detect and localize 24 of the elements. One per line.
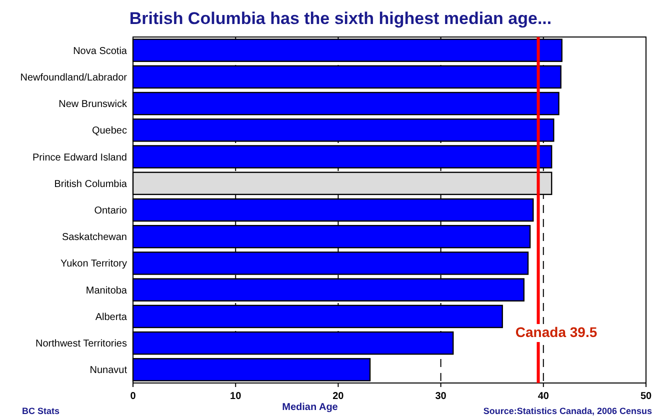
y-tick-label: Nova Scotia: [73, 46, 128, 57]
y-tick-label: Saskatchewan: [62, 232, 127, 244]
text: BC Stats: [22, 406, 60, 416]
y-tick-label: Nunavut: [90, 365, 128, 376]
y-tick-label: Yukon Territory: [60, 258, 127, 270]
y-tick-label: Newfoundland/Labrador: [20, 72, 128, 84]
y-tick-label: Northwest Territories: [35, 338, 127, 350]
x-axis-title: Median Age: [282, 402, 338, 413]
chart-title: British Columbia has the sixth highest median age...: [129, 9, 552, 28]
x-tick-label: 10: [230, 391, 242, 402]
y-tick-label: Ontario: [94, 206, 128, 216]
x-tick-label: 50: [640, 391, 652, 402]
y-tick-label: Prince Edward Island: [32, 152, 127, 164]
x-tick-label: 0: [130, 391, 136, 402]
x-tick-label: 20: [332, 391, 344, 402]
y-tick-label: Manitoba: [86, 285, 128, 296]
y-tick-label: Quebec: [92, 126, 127, 137]
y-tick-label: New Brunswick: [58, 99, 128, 110]
ref-line-label: Canada 39.5: [515, 324, 598, 340]
x-tick-label: 40: [538, 391, 550, 402]
source-note: Source:Statistics Canada, 2006 Census: [483, 406, 652, 416]
y-tick-label: Alberta: [95, 312, 128, 323]
y-tick-label: British Columbia: [54, 178, 128, 190]
x-tick-label: 30: [435, 391, 447, 402]
